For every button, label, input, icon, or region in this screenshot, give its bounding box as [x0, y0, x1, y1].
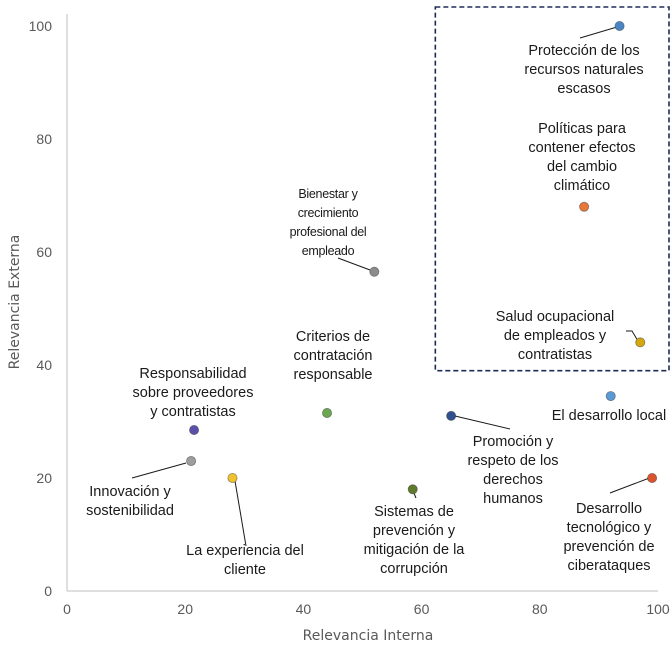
point-label: Sistemas de [374, 504, 454, 520]
point-label: cliente [224, 562, 266, 578]
data-point [635, 337, 646, 348]
point-label: corrupción [380, 561, 448, 577]
x-tick-label: 20 [177, 601, 193, 617]
y-tick-labels: 0 20 40 60 80 100 [29, 18, 53, 599]
point-label: Bienestar y [298, 187, 358, 201]
highlight-box [434, 6, 670, 372]
y-tick-label: 0 [44, 583, 52, 599]
point-label: prevención de [563, 539, 654, 555]
data-point [369, 266, 380, 277]
leader-line [234, 480, 247, 547]
leader-line [626, 330, 639, 342]
y-tick-label: 20 [36, 470, 52, 486]
x-tick-labels: 0 20 40 60 80 100 [63, 601, 670, 617]
data-point [614, 20, 625, 31]
point-labels: Protección de los recursos naturales escas… [86, 43, 666, 578]
data-point [647, 472, 658, 483]
point-label: Criterios de [296, 329, 370, 345]
point-label: Políticas para [538, 121, 627, 137]
point-label: empleado [302, 244, 355, 258]
point-label: La experiencia del [186, 543, 304, 559]
point-label: Desarrollo [576, 501, 642, 517]
data-point [407, 484, 418, 495]
data-point [322, 408, 333, 419]
point-label: contratación [294, 348, 373, 364]
point-label: climático [554, 178, 610, 194]
point-label: Promoción y [473, 434, 554, 450]
x-tick-label: 60 [414, 601, 430, 617]
data-point [605, 391, 616, 402]
data-point [446, 410, 457, 421]
highlight-region [434, 6, 670, 372]
point-label: contener efectos [528, 140, 635, 156]
point-label: contratistas [518, 347, 592, 363]
point-label: humanos [483, 491, 543, 507]
leader-line [609, 476, 653, 494]
point-label: profesional del [290, 225, 367, 239]
data-point [579, 201, 590, 212]
point-label: y contratistas [150, 404, 235, 420]
data-points [186, 20, 658, 495]
point-label: del cambio [547, 159, 617, 175]
y-tick-label: 60 [36, 244, 52, 260]
point-label: El desarrollo local [552, 408, 666, 424]
leader-line [579, 26, 618, 39]
point-label: sostenibilidad [86, 503, 174, 519]
point-label: respeto de los [467, 453, 558, 469]
y-tick-label: 40 [36, 357, 52, 373]
point-label: prevención y [373, 523, 456, 539]
point-label: responsable [294, 367, 373, 383]
data-point [189, 424, 200, 435]
x-tick-label: 40 [296, 601, 312, 617]
leader-lines [131, 26, 653, 547]
leader-line [337, 257, 371, 271]
y-tick-label: 100 [29, 18, 53, 34]
point-label: Responsabilidad [139, 366, 246, 382]
point-label: mitigación de la [364, 542, 466, 558]
point-label: Protección de los [528, 43, 639, 59]
axes [66, 14, 658, 592]
point-label: sobre proveedores [133, 385, 254, 401]
x-axis-title: Relevancia Interna [303, 628, 434, 644]
point-label: crecimiento [298, 206, 359, 220]
point-label: derechos [483, 472, 543, 488]
point-label: escasos [557, 81, 610, 97]
point-label: Innovación y [89, 484, 171, 500]
point-label: tecnológico y [567, 520, 652, 536]
y-tick-label: 80 [36, 131, 52, 147]
x-tick-label: 0 [63, 601, 71, 617]
leader-line [131, 462, 187, 479]
data-point [227, 472, 238, 483]
point-label: recursos naturales [524, 62, 643, 78]
point-label: de empleados y [504, 328, 607, 344]
leader-line [454, 415, 511, 430]
x-tick-label: 80 [532, 601, 548, 617]
point-label: Salud ocupacional [496, 309, 615, 325]
point-label: ciberataques [567, 558, 650, 574]
x-tick-label: 100 [646, 601, 670, 617]
y-axis-title: Relevancia Externa [7, 235, 23, 370]
data-point [186, 456, 197, 467]
